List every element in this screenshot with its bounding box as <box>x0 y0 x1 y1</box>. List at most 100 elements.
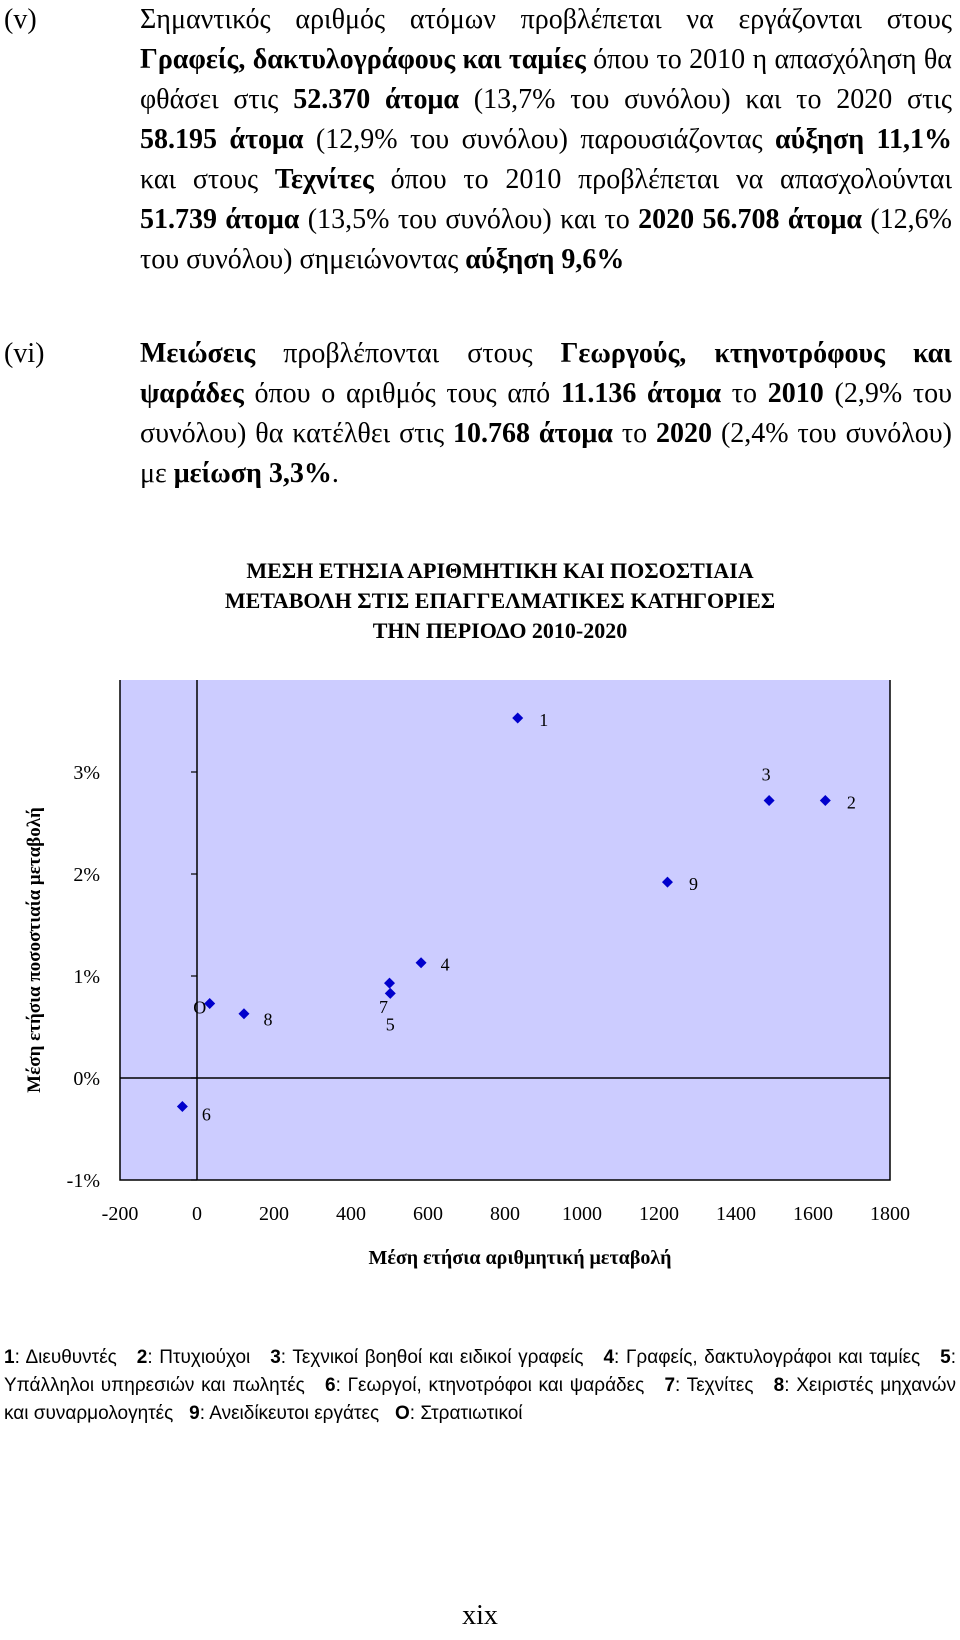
bold-text: 52.370 άτομα <box>293 84 460 115</box>
tick-labels: -1%0%1%2%3%4%-20002004006008001000120014… <box>67 680 910 1225</box>
x-tick-label: 1800 <box>870 1203 910 1225</box>
x-tick-label: 1000 <box>562 1203 602 1225</box>
chart-title-line: ΤΗΝ ΠΕΡΙΟΔΟ 2010-2020 <box>372 618 628 643</box>
legend-text: Γραφείς, δακτυλογράφοι και ταμίες <box>625 1347 921 1368</box>
bold-text: αύξηση 9,6% <box>465 244 625 275</box>
text-run: το <box>612 418 657 449</box>
data-point-1 <box>512 712 524 724</box>
legend-item: 5: Υπάλληλοι υπηρεσιών και πωλητές <box>4 1347 956 1396</box>
bold-text: αύξηση 11,1% <box>775 124 952 155</box>
chart-title-line: ΜΕΣΗ ΕΤΗΣΙΑ ΑΡΙΘΜΗΤΙΚΗ ΚΑΙ ΠΟΣΟΣΤΙΑΙΑ <box>246 558 754 583</box>
legend-item: 9: Ανειδίκευτοι εργάτες <box>189 1403 380 1424</box>
data-point-5 <box>384 987 396 999</box>
data-point-label: 9 <box>689 874 698 894</box>
data-point-9 <box>661 876 673 888</box>
text-run: (2,9% του συνόλου) θα κατέλθει στις <box>140 378 952 449</box>
text-run: το <box>721 378 768 409</box>
legend-key: 1 <box>4 1347 15 1368</box>
legend-item: 8: Χειριστές μηχανών και συναρμολογητές <box>4 1375 957 1424</box>
data-point-3 <box>763 795 775 807</box>
legend-item: 7: Τεχνίτες <box>664 1375 754 1396</box>
bold-text: μείωση 3,3% <box>173 458 332 489</box>
legend-item: O: Στρατιωτικοί <box>394 1403 523 1424</box>
legend-key: 2 <box>136 1347 148 1368</box>
y-tick-label: 0% <box>73 1068 100 1090</box>
text-run: (12,9% του συνόλου) παρουσιάζοντας <box>303 124 776 155</box>
x-tick-label: 200 <box>259 1203 289 1225</box>
legend-item: 4: Γραφείς, δακτυλογράφοι και ταμίες <box>603 1347 921 1368</box>
text-run: προβλέπονται στους <box>255 338 561 369</box>
x-tick-label: 1200 <box>639 1203 679 1225</box>
data-point-label: 6 <box>202 1105 211 1125</box>
x-tick-label: -200 <box>102 1203 139 1225</box>
axes <box>120 680 890 1181</box>
bold-text: Μειώσεις <box>140 338 256 369</box>
bold-text: Τεχνίτες <box>274 164 374 195</box>
text-run: (13,5% του συνόλου) και το <box>299 204 639 235</box>
data-point-label: 7 <box>379 997 388 1017</box>
bold-text: 10.768 άτομα <box>452 418 613 449</box>
data-point-7 <box>384 977 395 989</box>
legend-text: Στρατιωτικοί <box>420 1403 523 1424</box>
legend-item: 1: Διευθυντές <box>4 1347 117 1368</box>
text-run: όπου το 2010 προβλέπεται να απασχολούντα… <box>373 164 952 195</box>
data-point-label: 3 <box>762 765 771 785</box>
chart-title: ΜΕΣΗ ΕΤΗΣΙΑ ΑΡΙΘΜΗΤΙΚΗ ΚΑΙ ΠΟΣΟΣΤΙΑΙΑ ΜΕ… <box>120 556 880 646</box>
text-run: (13,7% του συνόλου) και το 2020 στις <box>459 84 952 115</box>
x-axis-label: Μέση ετήσια αριθμητική μεταβολή <box>368 1247 671 1269</box>
x-tick-label: 400 <box>336 1203 366 1225</box>
data-point-label: 1 <box>539 710 548 730</box>
legend-key: 9 <box>189 1403 200 1424</box>
legend-key: 7 <box>664 1375 676 1396</box>
legend-key: O <box>394 1403 410 1424</box>
legend-key: 3 <box>270 1347 281 1368</box>
data-point-label: 2 <box>847 793 856 813</box>
paragraph-number: (vi) <box>4 338 45 369</box>
y-tick-label: 1% <box>73 966 100 988</box>
legend-text: Υπάλληλοι υπηρεσιών και πωλητές <box>4 1375 305 1396</box>
bold-text: 2020 <box>656 418 713 449</box>
text-run: όπου το 2010 η απασχόληση θα φθάσει στις <box>140 44 952 115</box>
bold-text: 11.136 άτομα <box>560 378 722 409</box>
x-tick-label: 600 <box>413 1203 443 1225</box>
y-axis-label: Μέση ετήσια ποσοστιαία μεταβολή <box>24 807 45 1093</box>
x-tick-label: 800 <box>490 1203 520 1225</box>
bold-text: Γραφείς, δακτυλογράφους και ταμίες <box>140 44 586 75</box>
page-number: xix <box>462 1600 498 1631</box>
paragraph-text: Σημαντικός αριθμός ατόμων προβλέπεται να… <box>140 0 952 280</box>
data-point-8 <box>238 1008 250 1020</box>
data-point-label: O <box>193 998 206 1018</box>
legend-key: 8 <box>773 1375 785 1396</box>
data-point-2 <box>819 795 831 807</box>
legend-text: Γεωργοί, κτηνοτρόφοι και ψαράδες <box>347 1375 645 1396</box>
y-tick-label: 4% <box>73 680 100 682</box>
data-point-4 <box>415 957 427 969</box>
data-point-label: 5 <box>386 1014 395 1034</box>
x-tick-label: 0 <box>192 1203 202 1225</box>
text-run: και στους <box>140 164 275 195</box>
text-run: (12,6% του συνόλου) σημειώνοντας <box>140 204 952 275</box>
data-point-label: 8 <box>263 1010 272 1030</box>
paragraph-text: Μειώσεις προβλέπονται στους Γεωργούς, κτ… <box>140 334 952 494</box>
x-tick-label: 1600 <box>793 1203 833 1225</box>
legend-text: Πτυχιούχοι <box>159 1347 251 1368</box>
data-point-6 <box>176 1101 188 1113</box>
legend-text: Χειριστές μηχανών και συναρμολογητές <box>4 1375 957 1424</box>
legend-text: Τεχνίτες <box>686 1375 754 1396</box>
data-point-O <box>204 998 216 1010</box>
data-point-label: 4 <box>441 955 450 975</box>
legend-text: Τεχνικοί βοηθοί και ειδικοί γραφείς <box>292 1347 584 1368</box>
x-tick-label: 1400 <box>716 1203 756 1225</box>
legend-item: 3: Τεχνικοί βοηθοί και ειδικοί γραφείς <box>270 1347 584 1368</box>
bold-text: Γεωργούς, κτηνοτρόφους και ψαράδες <box>140 338 952 409</box>
y-tick-label: 3% <box>73 762 100 784</box>
text-run: Σημαντικός αριθμός ατόμων προβλέπεται να… <box>140 4 952 35</box>
y-tick-label: 2% <box>73 864 100 886</box>
scatter-chart: -1%0%1%2%3%4%-20002004006008001000120014… <box>24 680 910 1269</box>
chart-title-line: ΜΕΤΑΒΟΛΗ ΣΤΙΣ ΕΠΑΓΓΕΛΜΑΤΙΚΕΣ ΚΑΤΗΓΟΡΙΕΣ <box>224 588 776 613</box>
legend-key: 6 <box>325 1375 336 1396</box>
legend-key: 4 <box>603 1347 615 1368</box>
legend-item: 2: Πτυχιούχοι <box>136 1347 251 1368</box>
bold-text: 2020 56.708 άτομα <box>638 204 862 235</box>
text-run: (2,4% του συνόλου) με <box>140 418 952 489</box>
